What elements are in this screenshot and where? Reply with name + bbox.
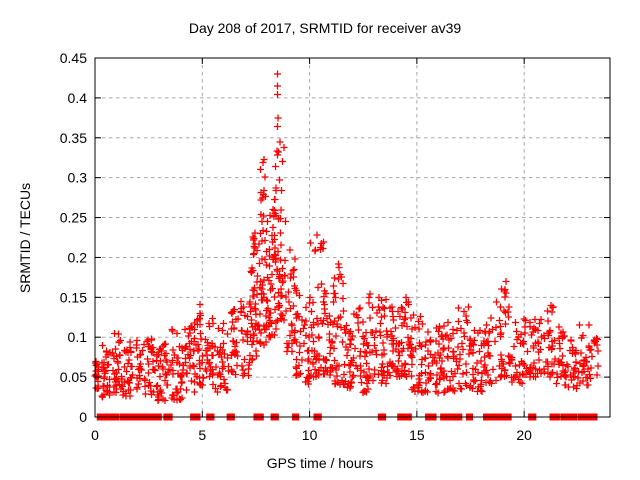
y-tick-label: 0.05 <box>60 369 87 385</box>
gridlines <box>95 58 610 417</box>
x-tick-label: 5 <box>198 427 206 443</box>
y-tick-label: 0.25 <box>60 210 87 226</box>
y-tick-label: 0.3 <box>68 170 88 186</box>
y-tick-label: 0.35 <box>60 130 87 146</box>
x-axis-title: GPS time / hours <box>267 455 374 471</box>
y-tick-label: 0.1 <box>68 329 88 345</box>
chart-title: Day 208 of 2017, SRMTID for receiver av3… <box>189 20 462 36</box>
x-tick-label: 20 <box>516 427 532 443</box>
y-axis-title: SRMTID / TECUs <box>17 183 33 293</box>
y-tick-label: 0.15 <box>60 289 87 305</box>
x-tick-label: 10 <box>302 427 318 443</box>
plot-border <box>94 57 611 418</box>
plot-frame <box>94 57 611 418</box>
x-tick-label: 15 <box>409 427 425 443</box>
tick-labels: 0 5 10 15 20 0 0.05 0.1 0.15 0.2 0.25 0.3 0.35 0.4 0.4… <box>60 50 532 443</box>
y-tick-label: 0.2 <box>68 249 88 265</box>
x-tick-label: 0 <box>91 427 99 443</box>
y-tick-label: 0.45 <box>60 50 87 66</box>
y-tick-label: 0 <box>79 409 87 425</box>
y-tick-label: 0.4 <box>68 90 88 106</box>
